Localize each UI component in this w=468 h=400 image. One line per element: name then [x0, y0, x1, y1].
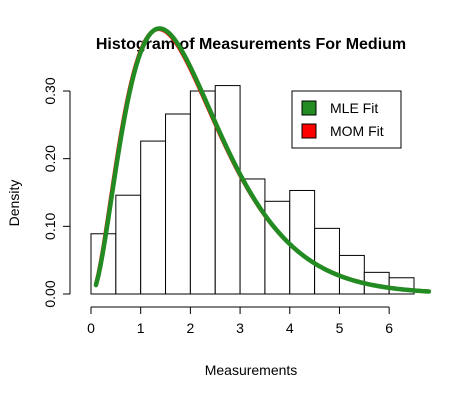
y-axis: 0.00 0.10 0.20 0.30 [42, 77, 71, 308]
y-axis-label: Density [6, 180, 22, 227]
fit-curves [93, 26, 432, 294]
x-axis: 0 1 2 3 4 5 6 [87, 306, 393, 336]
x-tick-label-1: 1 [137, 320, 145, 336]
fit-curve-mle-fit [93, 26, 432, 294]
legend-label-mom: MOM Fit [330, 123, 384, 139]
y-tick-label-0: 0.00 [42, 280, 58, 307]
x-tick-label-4: 4 [286, 320, 294, 336]
histogram-bar-9 [314, 227, 340, 295]
x-tick-label-6: 6 [385, 320, 393, 336]
histogram-bar-8 [289, 189, 316, 295]
x-tick-label-2: 2 [186, 320, 194, 336]
histogram-bar-3 [165, 113, 191, 295]
histogram-bar-1 [115, 194, 142, 295]
histogram-bar-7 [264, 200, 291, 295]
legend-label-mle: MLE Fit [330, 100, 378, 116]
histogram-bar-2 [140, 140, 167, 295]
x-tick-label-0: 0 [87, 320, 95, 336]
y-tick-label-1: 0.10 [42, 212, 58, 239]
y-tick-label-3: 0.30 [42, 77, 58, 104]
legend-swatch-mom [301, 123, 317, 139]
x-axis-label: Measurements [205, 362, 298, 378]
histogram-bar-4 [189, 90, 216, 295]
x-tick-label-3: 3 [236, 320, 244, 336]
legend-swatch-mle [301, 100, 317, 116]
x-tick-label-5: 5 [336, 320, 344, 336]
histogram-bar-5 [214, 85, 241, 295]
histogram-bar-10 [338, 254, 365, 295]
legend: MLE Fit MOM Fit [291, 90, 402, 149]
y-tick-label-2: 0.20 [42, 145, 58, 172]
